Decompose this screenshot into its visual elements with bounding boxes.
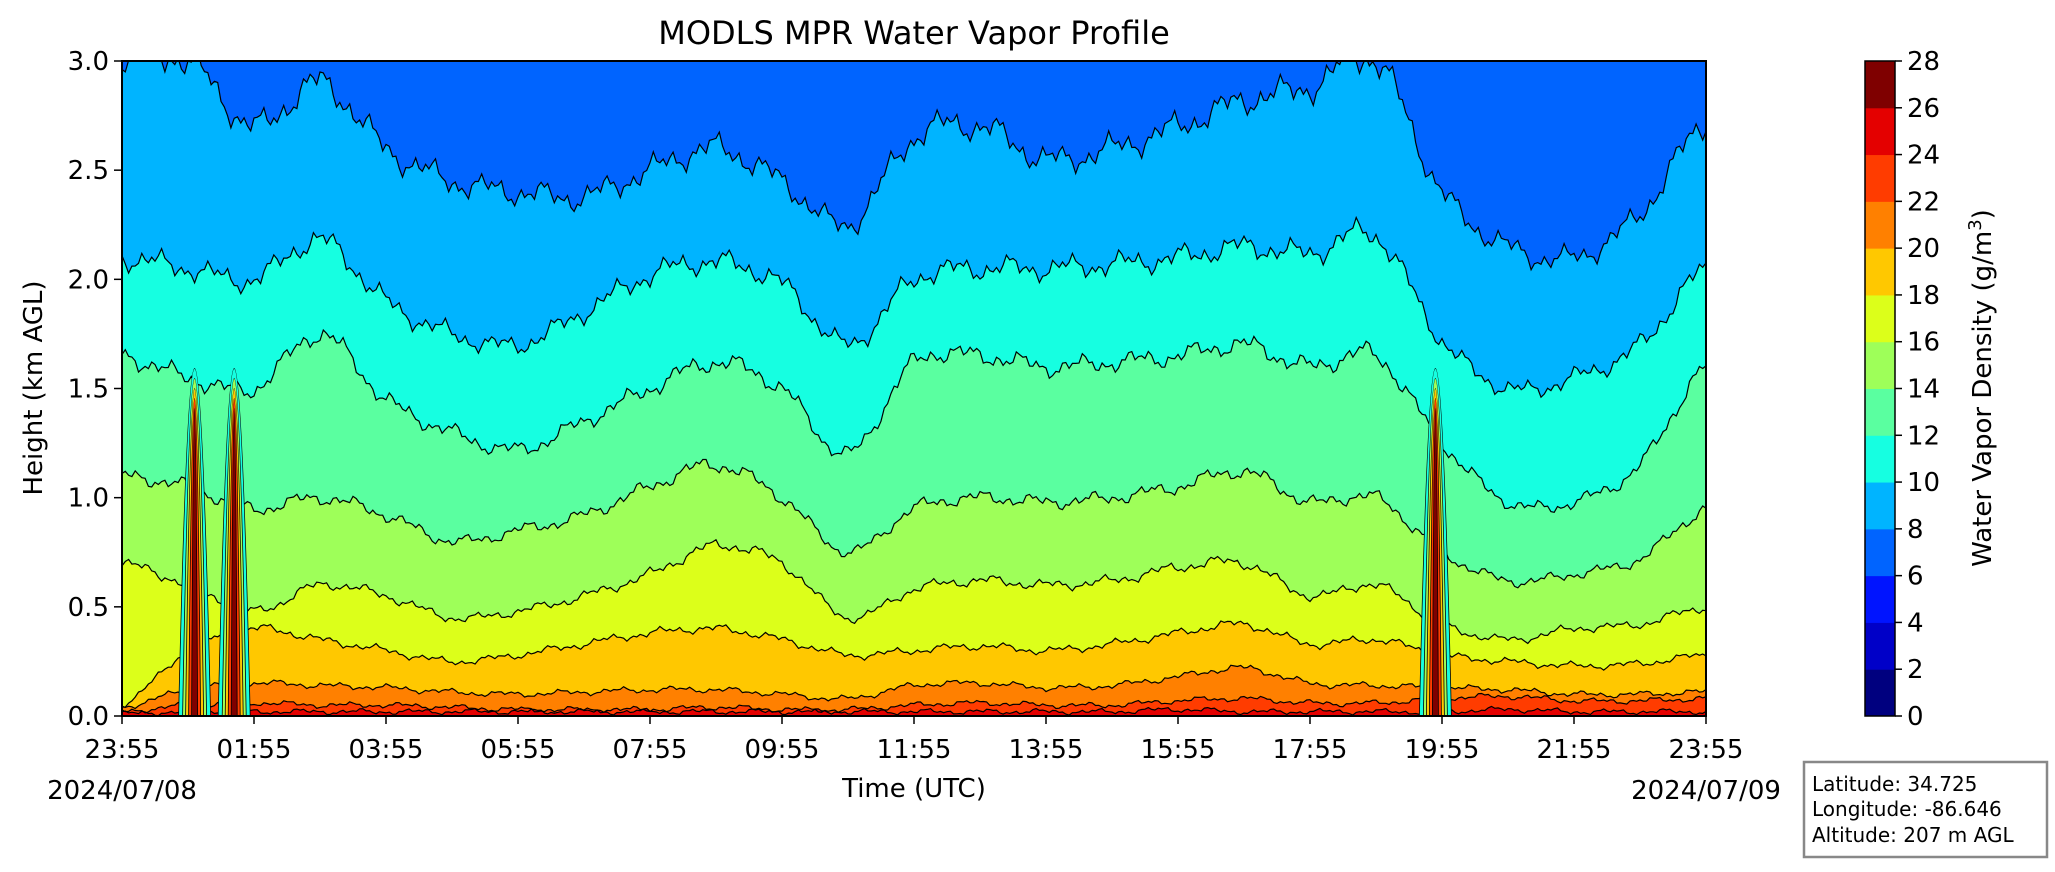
- date-start-label: 2024/07/08: [47, 776, 197, 806]
- colorbar-tick-label: 26: [1907, 94, 1940, 124]
- colorbar-swatch: [1865, 388, 1895, 436]
- colorbar-tick-label: 10: [1907, 468, 1940, 498]
- y-tick-label: 0.5: [68, 593, 109, 623]
- fill-below-c22: [122, 693, 1706, 716]
- moist-spikes: [178, 368, 1452, 716]
- colorbar-tick-label: 24: [1907, 141, 1940, 171]
- colorbar-tick-label: 16: [1907, 328, 1940, 358]
- y-tick-label: 3.0: [68, 47, 109, 77]
- contour-fill-layers: [122, 61, 1706, 716]
- fill-below-c24: [122, 706, 1706, 716]
- x-tick-label: 19:55: [1405, 735, 1480, 765]
- colorbar-swatch: [1865, 575, 1895, 623]
- longitude-text: Longitude: -86.646: [1812, 797, 2002, 821]
- x-tick-label: 09:55: [745, 735, 820, 765]
- x-tick-label: 13:55: [1009, 735, 1084, 765]
- colorbar-label: Water Vapor Density (g/m3): [1965, 209, 1998, 567]
- y-tick-label: 2.5: [68, 156, 109, 186]
- x-tick-label: 03:55: [349, 735, 424, 765]
- y-tick-label: 1.5: [68, 375, 109, 405]
- x-axis-label: Time (UTC): [841, 774, 986, 804]
- contour-line-c10: [122, 215, 1706, 399]
- x-tick-label: 11:55: [877, 735, 952, 765]
- chart-title: MODLS MPR Water Vapor Profile: [658, 14, 1170, 52]
- colorbar-tick-label: 22: [1907, 187, 1940, 217]
- x-tick-label: 05:55: [481, 735, 556, 765]
- colorbar-swatch: [1865, 622, 1895, 670]
- altitude-text: Altitude: 207 m AGL: [1812, 823, 2014, 847]
- spike-1-band-4: [230, 408, 238, 716]
- colorbar-swatch: [1865, 107, 1895, 156]
- colorbar-swatch: [1865, 482, 1895, 530]
- colorbar-swatch: [1865, 201, 1895, 249]
- colorbar-swatch: [1865, 528, 1895, 577]
- colorbar-swatch: [1865, 154, 1895, 202]
- y-tick-label: 2.0: [68, 265, 109, 295]
- colorbar: [1865, 61, 1895, 717]
- x-tick-label: 01:55: [217, 735, 292, 765]
- date-end-label: 2024/07/09: [1631, 776, 1781, 806]
- x-tick-label: 21:55: [1537, 735, 1612, 765]
- colorbar-swatch: [1865, 248, 1895, 296]
- colorbar-tick-label: 2: [1907, 655, 1924, 685]
- colorbar-swatch: [1865, 61, 1895, 109]
- y-tick-label: 1.0: [68, 484, 109, 514]
- colorbar-swatch: [1865, 294, 1895, 343]
- colorbar-swatch: [1865, 341, 1895, 389]
- colorbar-tick-label: 20: [1907, 234, 1940, 264]
- location-info-box: Latitude: 34.725 Longitude: -86.646 Alti…: [1802, 760, 2049, 859]
- x-axis-ticks: 23:55 01:55 03:55 05:55 07:55 09:55 11:55 13:55…: [85, 716, 1744, 765]
- colorbar-tick-label: 0: [1907, 702, 1924, 732]
- colorbar-tick-label: 4: [1907, 608, 1924, 638]
- y-axis-label: Height (km AGL): [19, 280, 49, 495]
- colorbar-tick-label: 28: [1907, 47, 1940, 77]
- colorbar-swatch: [1865, 669, 1895, 717]
- x-tick-label: 17:55: [1273, 735, 1348, 765]
- x-tick-label: 07:55: [613, 735, 688, 765]
- colorbar-tick-label: 18: [1907, 281, 1940, 311]
- x-tick-label: 23:55: [1669, 735, 1744, 765]
- y-tick-label: 0.0: [68, 702, 109, 732]
- latitude-text: Latitude: 34.725: [1812, 772, 1977, 796]
- colorbar-tick-label: 12: [1907, 421, 1940, 451]
- contour-line-c8: [122, 61, 1706, 272]
- spike-2-band-4: [1431, 408, 1439, 716]
- spike-0-band-4: [191, 408, 199, 716]
- colorbar-tick-label: 8: [1907, 515, 1924, 545]
- colorbar-tick-label: 6: [1907, 562, 1924, 592]
- colorbar-tick-label: 14: [1907, 375, 1940, 405]
- x-tick-label: 15:55: [1141, 735, 1216, 765]
- x-tick-label: 23:55: [85, 735, 160, 765]
- colorbar-swatch: [1865, 435, 1895, 483]
- y-axis-ticks: 0.0 0.5 1.0 1.5 2.0 2.5 3.0: [68, 47, 122, 732]
